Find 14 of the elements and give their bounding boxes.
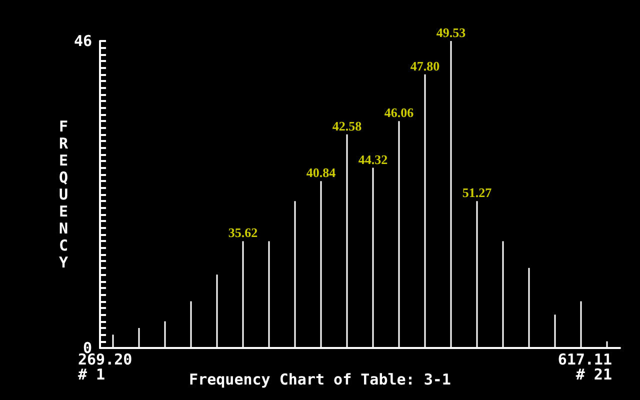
annotation: 46.06: [384, 105, 414, 120]
text: Frequency Chart of Table: 3-1: [189, 370, 451, 388]
annotation: 40.84: [306, 165, 336, 180]
annotation: 49.53: [436, 25, 466, 40]
text: # 1: [78, 366, 106, 384]
text: # 21: [576, 366, 612, 384]
annotation: 51.27: [462, 185, 492, 200]
annotation: 47.80: [410, 58, 440, 74]
annotation: 44.32: [358, 152, 388, 167]
annotation: 35.62: [228, 225, 258, 240]
y-tick-label: 46: [74, 32, 92, 50]
annotation: 42.58: [332, 118, 362, 134]
text: 617.11: [558, 350, 612, 368]
text: FREQUENCY: [59, 118, 68, 272]
